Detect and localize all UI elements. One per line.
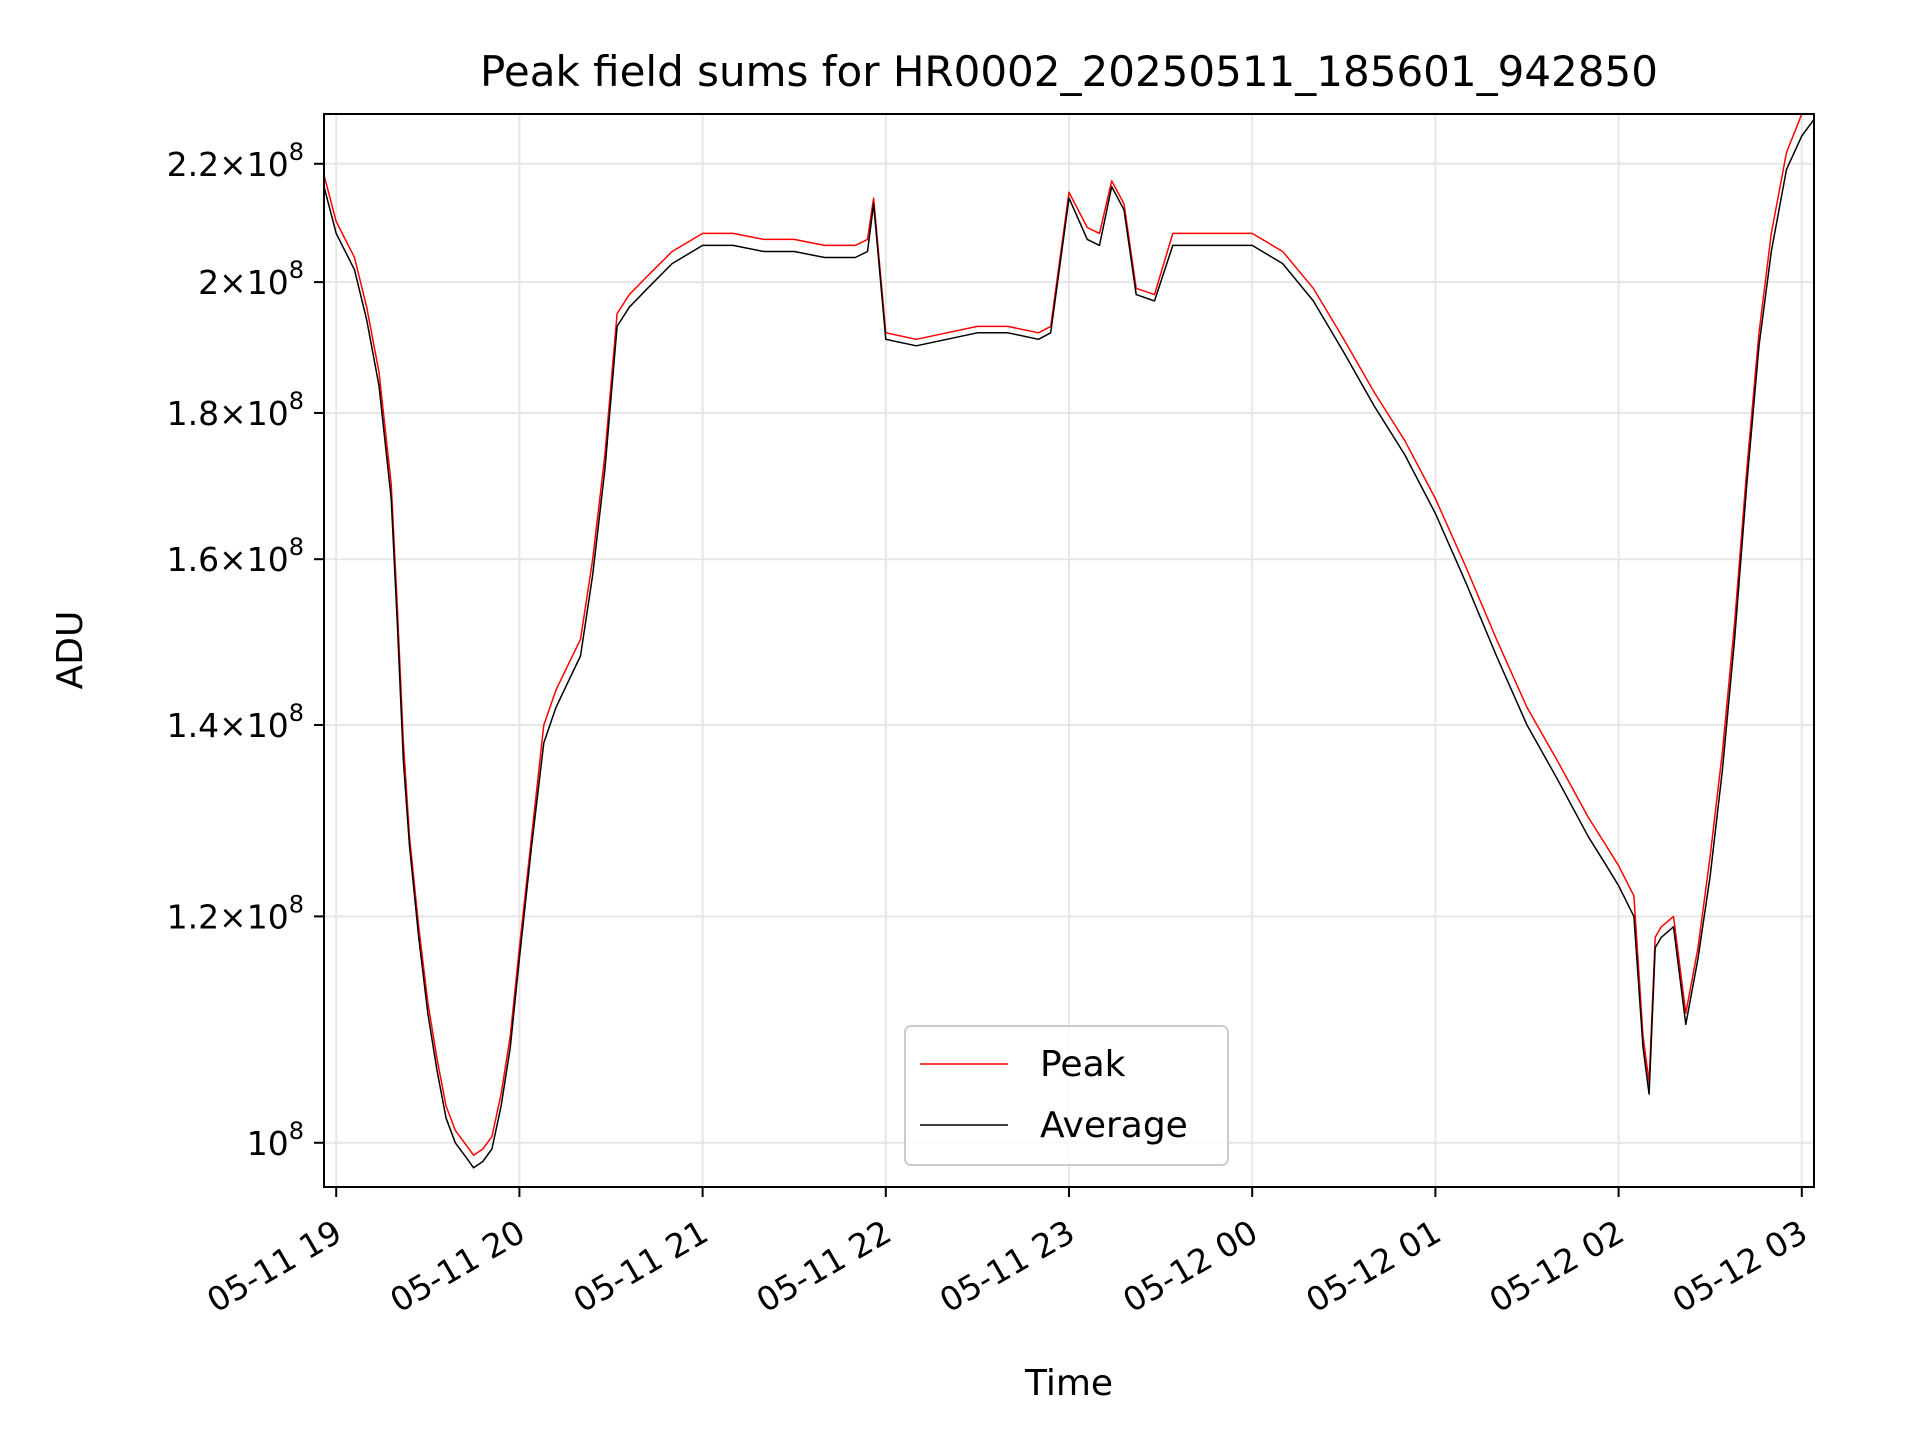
y-tick-exponent: 8 — [289, 138, 304, 166]
y-axis: 1081.2×1081.4×1081.6×1081.8×1082×1082.2×… — [167, 138, 324, 1163]
y-tick-label: 108 — [247, 1117, 304, 1163]
y-tick-mantissa: 1.6× — [167, 540, 247, 579]
y-tick-label: 1.6×108 — [167, 533, 304, 579]
y-tick-exponent: 8 — [289, 533, 304, 561]
y-tick-mantissa: 1.4× — [167, 706, 247, 745]
y-tick-mantissa: 2× — [198, 263, 247, 302]
series-line-peak — [323, 113, 1814, 1156]
y-axis-label: ADU — [50, 611, 91, 690]
legend-label-average: Average — [1040, 1105, 1188, 1146]
series-line-average — [323, 118, 1815, 1169]
y-tick-base: 10 — [247, 706, 289, 745]
y-tick-base: 10 — [247, 897, 289, 936]
y-tick-exponent: 8 — [289, 699, 304, 727]
legend: Peak Average — [904, 1025, 1229, 1166]
y-tick-label: 1.4×108 — [167, 699, 304, 745]
y-tick-mantissa: 1.8× — [167, 394, 247, 433]
y-tick-base: 10 — [247, 1124, 289, 1163]
chart-title: Peak field sums for HR0002_20250511_1856… — [480, 47, 1658, 96]
legend-label-peak: Peak — [1040, 1044, 1126, 1085]
y-tick-label: 2×108 — [198, 256, 304, 302]
y-tick-exponent: 8 — [289, 890, 304, 918]
y-tick-base: 10 — [247, 145, 289, 184]
y-tick-label: 1.8×108 — [167, 387, 304, 433]
x-axis-label: Time — [1024, 1363, 1113, 1404]
y-tick-mantissa: 1.2× — [167, 897, 247, 936]
y-tick-base: 10 — [247, 263, 289, 302]
y-tick-label: 2.2×108 — [167, 138, 304, 184]
y-tick-base: 10 — [247, 394, 289, 433]
legend-box — [904, 1025, 1229, 1166]
y-tick-base: 10 — [247, 540, 289, 579]
y-tick-mantissa: 2.2× — [167, 145, 247, 184]
series-layer — [323, 113, 1815, 1169]
y-tick-exponent: 8 — [289, 256, 304, 284]
y-tick-label: 1.2×108 — [167, 890, 304, 936]
y-tick-exponent: 8 — [289, 387, 304, 415]
y-tick-exponent: 8 — [289, 1117, 304, 1145]
